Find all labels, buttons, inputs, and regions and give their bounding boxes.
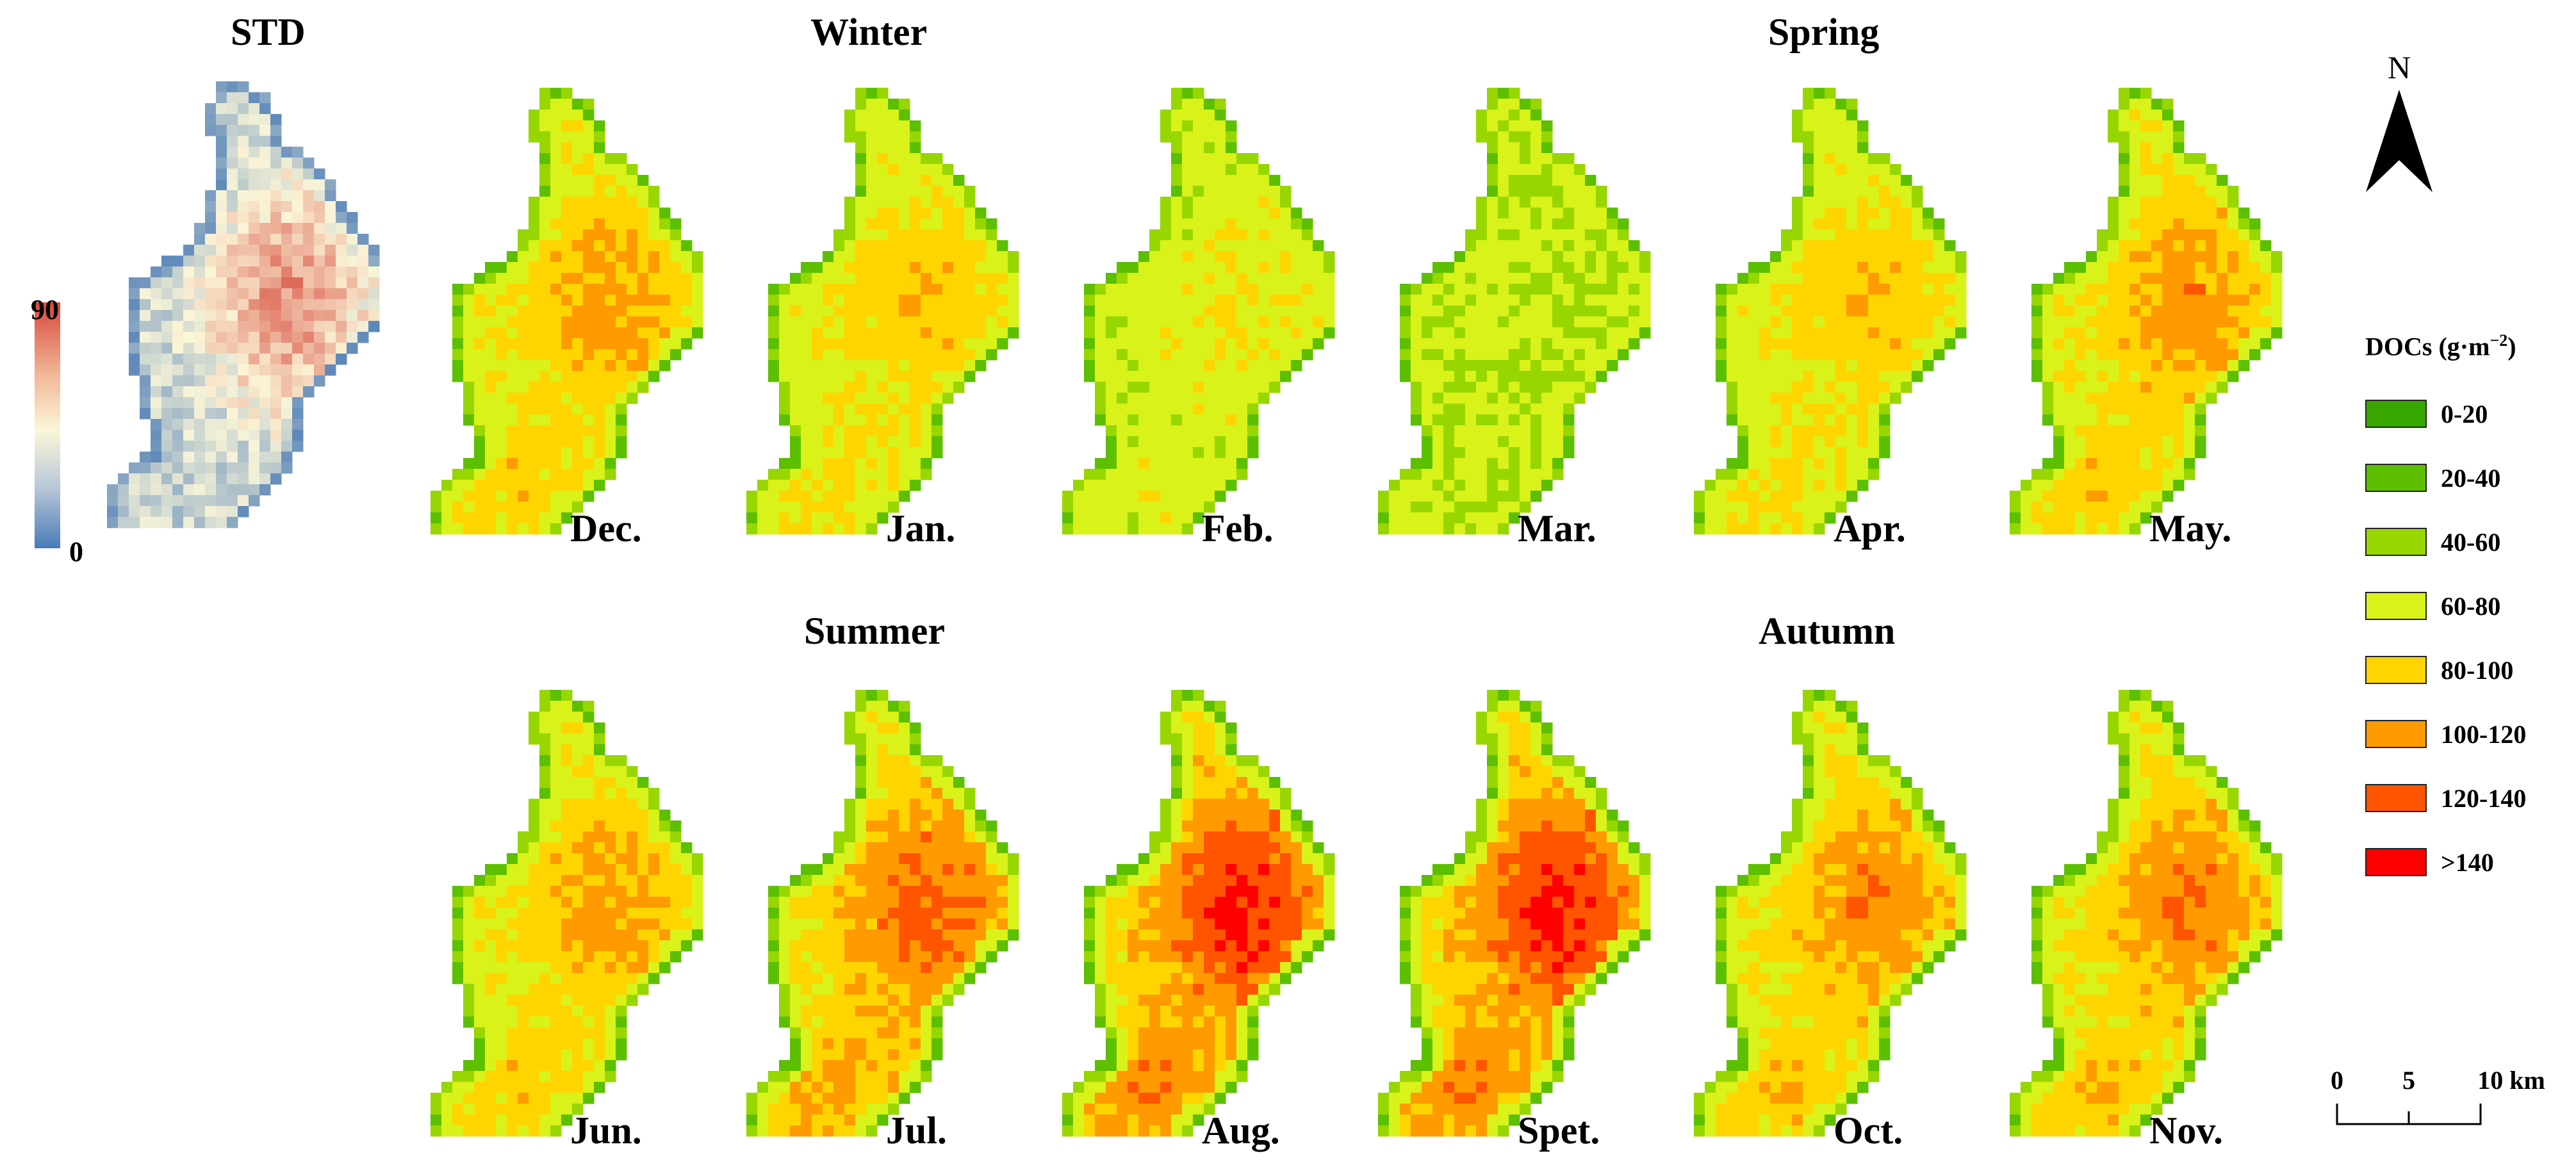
legend-title-end: ): [2507, 332, 2516, 361]
month-label: Jun.: [570, 1109, 642, 1152]
season-title-summer: Summer: [804, 610, 945, 652]
legend-swatch: [2365, 720, 2427, 748]
season-title-winter: Winter: [810, 11, 928, 53]
month-label: Dec.: [570, 507, 642, 550]
scale-label-0: 0: [2331, 1066, 2343, 1095]
season-title-autumn: Autumn: [1759, 610, 1896, 652]
legend-label: 20-40: [2441, 463, 2501, 493]
season-title-spring: Spring: [1768, 11, 1880, 53]
month-label: Mar.: [1518, 507, 1596, 550]
map-panel-apr: [1683, 77, 1978, 551]
north-arrow-icon: N: [2354, 49, 2444, 199]
legend-item: 120-140: [2365, 783, 2526, 813]
scale-bar: 0 5 10 km: [2326, 1060, 2569, 1143]
legend-item: 80-100: [2365, 655, 2513, 685]
legend-swatch: [2365, 464, 2427, 492]
legend-swatch: [2365, 656, 2427, 684]
legend-title: DOCs (g·m−2): [2365, 331, 2516, 361]
legend-label: 40-60: [2441, 527, 2501, 557]
map-panel-aug: [1051, 679, 1346, 1153]
std-max-label: 90: [31, 294, 59, 325]
std-colorbar: [35, 302, 60, 548]
legend-title-main: DOCs (g·m: [2365, 332, 2490, 361]
legend-item: 60-80: [2365, 591, 2500, 621]
month-label: Apr.: [1834, 507, 1906, 550]
scale-label-5: 5: [2402, 1066, 2415, 1095]
map-panel-jul: [735, 679, 1030, 1153]
map-panel-spet: [1367, 679, 1662, 1153]
month-label: Jul.: [886, 1109, 948, 1152]
std-title: STD: [231, 11, 306, 53]
month-label: Oct.: [1834, 1109, 1903, 1152]
month-label: Aug.: [1202, 1109, 1280, 1152]
map-panel-oct: [1683, 679, 1978, 1153]
legend-swatch: [2365, 592, 2427, 620]
legend-item: 20-40: [2365, 462, 2500, 493]
legend-swatch: [2365, 848, 2427, 876]
legend-label: >140: [2441, 847, 2494, 877]
month-label: Spet.: [1518, 1109, 1600, 1152]
north-label: N: [2388, 51, 2411, 85]
legend-item: 0-20: [2365, 398, 2488, 429]
legend-item: 100-120: [2365, 719, 2526, 749]
map-panel-jan: [735, 77, 1030, 551]
month-label: May.: [2149, 507, 2232, 550]
map-panel-mar: [1367, 77, 1662, 551]
scale-label-10: 10 km: [2477, 1066, 2545, 1095]
legend-label: 60-80: [2441, 591, 2501, 621]
legend-swatch: [2365, 528, 2427, 556]
legend-title-exponent: −2: [2490, 331, 2508, 350]
legend-item: 40-60: [2365, 526, 2500, 557]
map-panel-may: [1999, 77, 2293, 551]
std-min-label: 0: [69, 536, 83, 567]
legend-label: 80-100: [2441, 655, 2514, 685]
month-label: Feb.: [1202, 507, 1274, 550]
map-panel-feb: [1051, 77, 1346, 551]
map-panel-dec: [420, 77, 714, 551]
std-map: [96, 70, 416, 557]
month-label: Jan.: [886, 507, 956, 550]
legend-item: >140: [2365, 847, 2494, 877]
month-label: Nov.: [2149, 1109, 2224, 1152]
map-panel-jun: [420, 679, 714, 1153]
legend-swatch: [2365, 400, 2427, 428]
legend-label: 0-20: [2441, 399, 2488, 428]
legend-swatch: [2365, 784, 2427, 812]
legend-label: 100-120: [2441, 719, 2527, 749]
map-panel-nov: [1999, 679, 2293, 1153]
legend-label: 120-140: [2441, 783, 2527, 813]
